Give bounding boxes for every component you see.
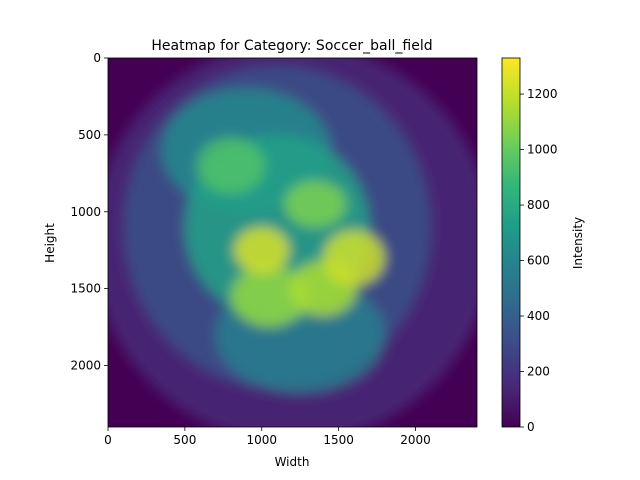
heat-region	[323, 230, 385, 286]
y-tick-label: 0	[93, 51, 101, 65]
colorbar-tick-label: 1000	[527, 143, 558, 157]
y-tick-label: 500	[78, 128, 101, 142]
colorbar-tick-label: 200	[527, 365, 550, 379]
colorbar-tick-label: 0	[527, 420, 535, 434]
colorbar-tick-label: 600	[527, 254, 550, 268]
heat-region	[284, 181, 347, 228]
y-axis-label: Height	[43, 223, 57, 263]
colorbar-label: Intensity	[571, 217, 585, 269]
y-tick-label: 1000	[70, 205, 101, 219]
chart-title: Heatmap for Category: Soccer_ball_field	[151, 38, 432, 54]
x-tick-label: 2000	[400, 433, 431, 447]
x-axis-label: Width	[275, 455, 310, 469]
y-tick-label: 1500	[70, 282, 101, 296]
colorbar-tick-label: 1200	[527, 87, 558, 101]
colorbar-tick-label: 400	[527, 309, 550, 323]
colorbar-ticks: 0 200 400 600 800 1000 1200	[520, 87, 558, 434]
plot-frame	[107, 57, 478, 428]
colorbar	[501, 57, 521, 428]
colorbar-tick-label: 800	[527, 198, 550, 212]
heatmap-cells	[108, 58, 477, 427]
heat-region	[231, 265, 308, 328]
x-axis-ticks: 0 500 1000 1500 2000	[104, 427, 431, 447]
y-axis-ticks: 0 500 1000 1500 2000	[70, 51, 108, 373]
x-tick-label: 0	[104, 433, 112, 447]
x-tick-label: 1000	[246, 433, 277, 447]
heat-region	[234, 227, 290, 274]
x-tick-label: 500	[173, 433, 196, 447]
heat-region	[197, 137, 265, 194]
x-tick-label: 1500	[323, 433, 354, 447]
y-tick-label: 2000	[70, 359, 101, 373]
